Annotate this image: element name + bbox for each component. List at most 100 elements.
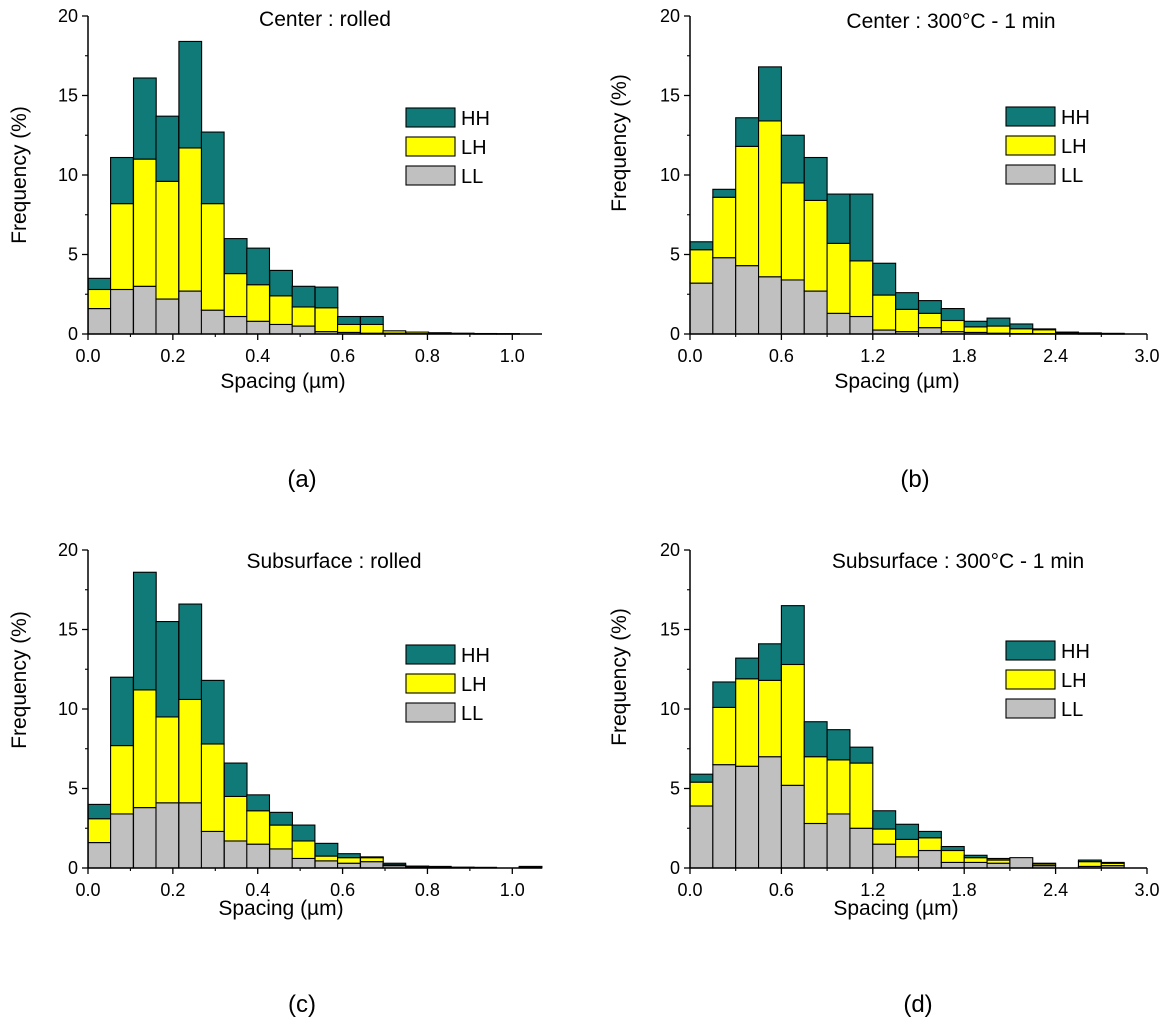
bar-ll-9	[291, 857, 316, 869]
y-tick-label: 15	[58, 620, 78, 640]
y-tick-label: 10	[58, 699, 78, 719]
bar-ll-3	[155, 298, 180, 335]
bar-lh-12	[963, 857, 988, 863]
bar-ll-11	[940, 861, 965, 869]
x-tick-label: 0.8	[415, 880, 440, 900]
legend-swatch-hh	[405, 107, 456, 128]
bar-hh-0	[689, 773, 714, 783]
x-tick-label: 3.0	[1134, 880, 1159, 900]
bar-lh-13	[986, 325, 1011, 334]
bar-ll-7	[849, 827, 874, 869]
bar-ll-5	[200, 309, 225, 335]
bar-hh-3	[155, 115, 180, 182]
bar-hh-11	[337, 315, 361, 326]
bar-hh-2	[735, 657, 760, 680]
bar-lh-7	[246, 810, 271, 845]
x-tick-label: 2.4	[1043, 346, 1068, 366]
bar-lh-12	[359, 857, 384, 863]
bar-lh-7	[849, 762, 874, 829]
bar-hh-7	[849, 193, 874, 262]
bar-lh-8	[872, 294, 897, 331]
y-tick-label: 10	[660, 165, 680, 185]
bar-hh-8	[269, 269, 293, 297]
legend: HH LH LL	[1005, 640, 1090, 721]
bar-ll-2	[735, 265, 760, 335]
bar-lh-1	[110, 745, 134, 815]
legend-swatch-ll	[1005, 164, 1056, 185]
bar-ll-0	[87, 842, 112, 869]
x-axis-label: Spacing (µm)	[833, 897, 958, 920]
y-tick-label: 5	[68, 779, 78, 799]
x-tick-label: 1.2	[860, 346, 885, 366]
x-tick-label: 2.4	[1043, 880, 1068, 900]
x-tick-label: 0.6	[330, 880, 355, 900]
y-tick-label: 5	[670, 779, 680, 799]
bar-hh-1	[110, 156, 134, 205]
bar-lh-3	[155, 180, 180, 300]
bar-ll-1	[712, 764, 737, 869]
bar-hh-5	[803, 156, 828, 201]
bar-hh-2	[132, 571, 157, 691]
legend-swatch-hh	[405, 644, 456, 665]
x-tick-label: 3.0	[1134, 346, 1159, 366]
x-tick-label: 0.2	[160, 346, 185, 366]
bar-hh-4	[178, 40, 203, 149]
legend-swatch-hh	[1005, 106, 1056, 127]
bar-lh-10	[917, 837, 942, 852]
y-tick-label: 10	[58, 165, 78, 185]
bar-ll-0	[689, 282, 714, 335]
x-tick-label: 0.6	[769, 880, 794, 900]
bar-lh-11	[940, 319, 965, 333]
bar-hh-9	[291, 824, 316, 842]
bar-lh-2	[132, 158, 157, 287]
bar-ll-1	[110, 288, 134, 335]
bar-ll-3	[757, 756, 782, 869]
bar-lh-4	[178, 147, 203, 292]
bar-hh-3	[155, 620, 180, 718]
legend-label-lh: LH	[1061, 136, 1087, 158]
bar-hh-10	[917, 830, 942, 839]
chart-title: Center : rolled	[259, 8, 391, 31]
bar-hh-5	[200, 679, 225, 745]
y-tick-label: 20	[660, 540, 680, 560]
panel-label: (a)	[287, 466, 316, 493]
legend-swatch-ll	[405, 165, 456, 186]
bar-ll-4	[178, 290, 203, 335]
bar-hh-10	[917, 300, 942, 314]
chart-title: Subsurface : 300°C - 1 min	[832, 550, 1084, 573]
y-tick-label: 15	[660, 620, 680, 640]
bar-ll-3	[155, 802, 180, 869]
bar-lh-2	[735, 678, 760, 767]
x-tick-label: 1.8	[952, 346, 977, 366]
bar-hh-8	[269, 811, 293, 826]
bar-hh-9	[895, 292, 920, 310]
bar-ll-2	[735, 765, 760, 869]
bar-hh-1	[712, 188, 737, 198]
bar-lh-2	[735, 145, 760, 267]
bar-lh-7	[849, 260, 874, 318]
x-axis-label: Spacing (µm)	[220, 370, 345, 393]
bar-hh-6	[826, 729, 851, 761]
bar-hh-10	[314, 286, 339, 309]
bar-lh-8	[269, 295, 293, 326]
bar-hh-17	[1077, 859, 1102, 863]
x-tick-label: 0.0	[677, 880, 702, 900]
y-axis-label: Frequency (%)	[8, 106, 31, 244]
legend-label-lh: LH	[1061, 670, 1087, 692]
bar-ll-6	[826, 312, 851, 335]
bar-lh-6	[223, 273, 248, 318]
bar-ll-6	[223, 840, 248, 869]
bar-lh-4	[178, 698, 203, 804]
bar-ll-4	[178, 802, 203, 869]
y-axis-label: Frequency (%)	[608, 74, 631, 212]
y-tick-label: 15	[58, 86, 78, 106]
bar-lh-3	[155, 716, 180, 804]
bar-ll-12	[963, 861, 988, 869]
legend-label-ll: LL	[461, 166, 483, 188]
bar-ll-10	[917, 327, 942, 335]
legend-swatch-ll	[405, 702, 456, 723]
bar-lh-7	[246, 284, 271, 322]
legend-swatch-lh	[405, 136, 456, 157]
bar-hh-14	[1009, 323, 1034, 330]
bar-hh-12	[359, 315, 384, 326]
